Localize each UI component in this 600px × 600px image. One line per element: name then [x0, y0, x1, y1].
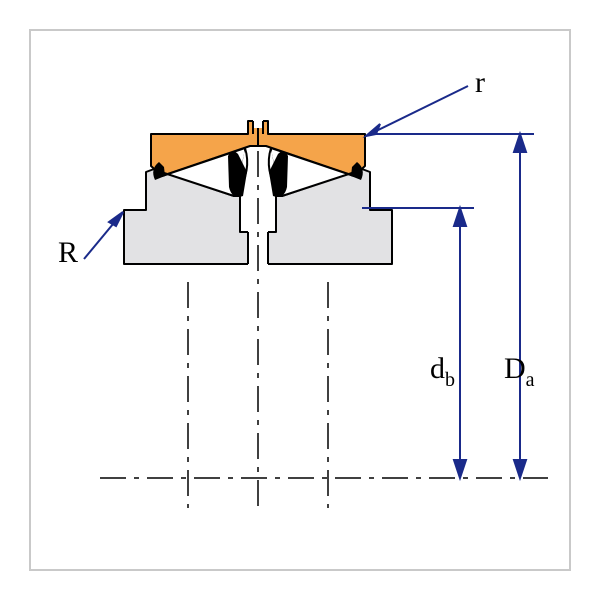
- label-db: db: [430, 352, 455, 391]
- label-r: r: [475, 66, 485, 99]
- bearing-right-half: [258, 121, 392, 264]
- bearing-diagram: r R db Da: [0, 0, 600, 600]
- bearing-left-half: [124, 121, 258, 264]
- leader-r: [366, 86, 468, 136]
- label-R: R: [58, 236, 78, 269]
- frame: [30, 30, 570, 570]
